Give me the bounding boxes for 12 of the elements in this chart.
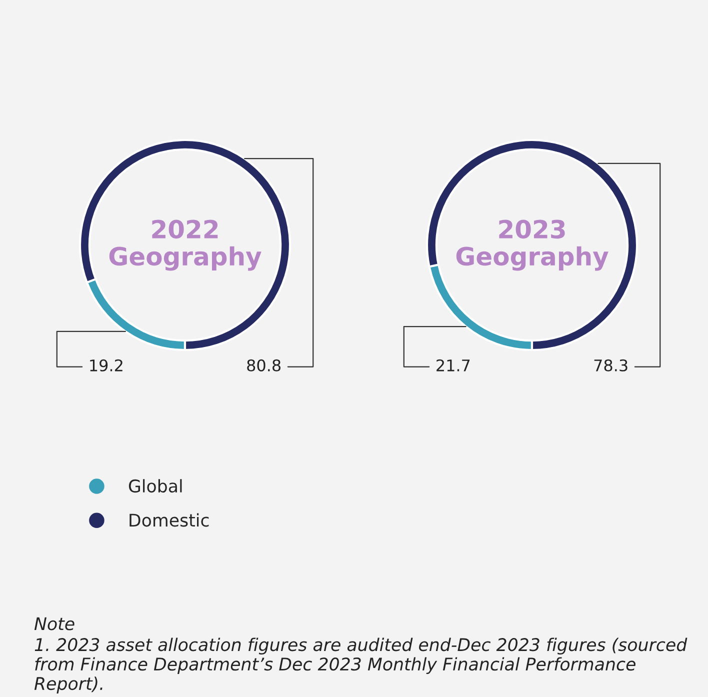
donut-slice <box>78 138 292 352</box>
data-label: 19.2 <box>90 359 122 372</box>
data-label: 80.8 <box>247 359 281 372</box>
legend-label: Domestic <box>130 513 209 527</box>
donut-slice <box>426 138 638 352</box>
legend-label: Global <box>128 479 182 493</box>
text: 2023 Geography <box>456 220 608 271</box>
text: Note <box>34 617 74 630</box>
data-label: 78.3 <box>594 359 628 372</box>
data-label: 21.7 <box>436 359 470 372</box>
text: 2022 Geography <box>109 220 262 271</box>
text: 1. 2023 asset allocation figures are audited end-Dec 2023 figures (sourced from Finance Department’s Dec 2023 Monthly Financial Performance Report). <box>34 638 688 694</box>
